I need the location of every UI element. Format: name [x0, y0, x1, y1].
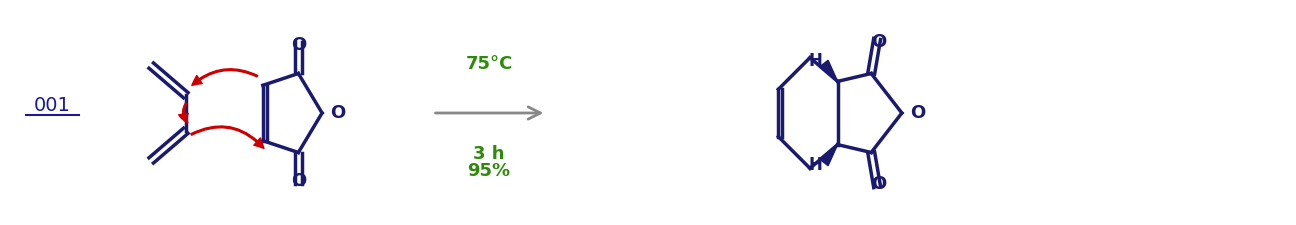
Text: H: H	[809, 156, 823, 174]
Polygon shape	[819, 145, 837, 166]
Text: O: O	[330, 104, 345, 122]
Text: 001: 001	[34, 96, 71, 115]
Text: 75°C: 75°C	[465, 56, 513, 74]
Text: 95%: 95%	[468, 162, 511, 180]
Text: O: O	[290, 172, 306, 190]
Text: H: H	[809, 52, 823, 70]
FancyArrowPatch shape	[191, 126, 264, 148]
FancyArrowPatch shape	[179, 103, 188, 123]
Text: O: O	[871, 33, 886, 51]
Polygon shape	[819, 60, 837, 81]
FancyArrowPatch shape	[192, 69, 258, 86]
Text: O: O	[290, 36, 306, 54]
Text: O: O	[910, 104, 925, 122]
Text: 3 h: 3 h	[473, 145, 504, 163]
Text: O: O	[871, 175, 886, 193]
